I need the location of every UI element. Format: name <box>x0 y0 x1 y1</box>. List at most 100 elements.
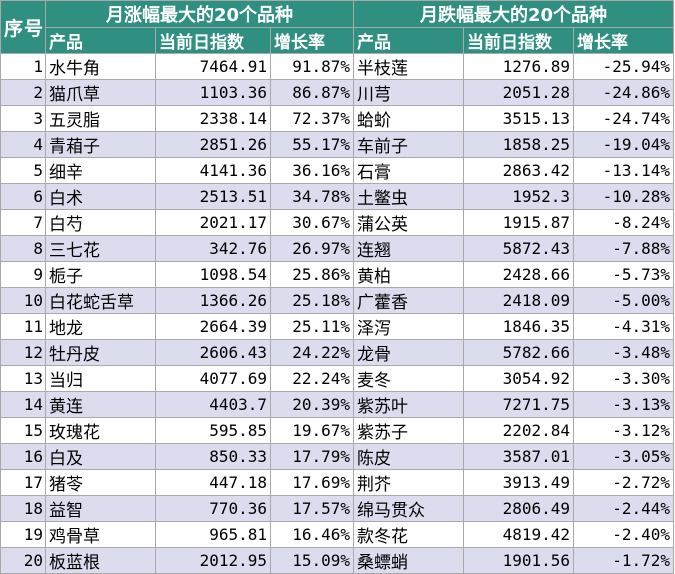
row-index: 12 <box>0 339 46 366</box>
rise-growth-rate: 36.16% <box>270 157 354 184</box>
row-index: 19 <box>0 521 46 548</box>
fall-product-name: 蛤蚧 <box>353 105 464 132</box>
rise-current-index: 4077.69 <box>155 365 271 392</box>
fall-product-name: 龙骨 <box>353 339 464 366</box>
rise-growth-rate: 55.17% <box>270 131 354 158</box>
row-index: 10 <box>0 287 46 314</box>
fall-current-index: 1846.35 <box>463 313 574 340</box>
fall-current-index: 3054.92 <box>463 365 574 392</box>
fall-growth-rate: -3.12% <box>573 417 674 444</box>
rise-current-index: 447.18 <box>155 469 271 496</box>
rise-product-name: 黄连 <box>45 391 156 418</box>
fall-current-index: 5872.43 <box>463 235 574 262</box>
table-row: 1 水牛角 7464.91 91.87% 半枝莲 1276.89 -25.94% <box>0 53 674 80</box>
rise-product-name: 水牛角 <box>45 53 156 80</box>
fall-product-name: 蒲公英 <box>353 209 464 236</box>
rise-growth-rate: 22.24% <box>270 365 354 392</box>
rise-current-index: 850.33 <box>155 443 271 470</box>
rise-growth-rate: 19.67% <box>270 417 354 444</box>
fall-current-index: 3515.13 <box>463 105 574 132</box>
row-index: 4 <box>0 131 46 158</box>
fall-product-name: 陈皮 <box>353 443 464 470</box>
fall-group-title: 月跌幅最大的20个品种 <box>353 0 674 28</box>
fall-product-name: 泽泻 <box>353 313 464 340</box>
rise-product-name: 当归 <box>45 365 156 392</box>
rise-product-name: 地龙 <box>45 313 156 340</box>
fall-col-product: 产品 <box>353 27 464 54</box>
fall-growth-rate: -7.88% <box>573 235 674 262</box>
rise-product-name: 鸡骨草 <box>45 521 156 548</box>
fall-current-index: 3587.01 <box>463 443 574 470</box>
fall-growth-rate: -2.72% <box>573 469 674 496</box>
rise-current-index: 2513.51 <box>155 183 271 210</box>
rise-product-name: 猪苓 <box>45 469 156 496</box>
table-row: 5 细辛 4141.36 36.16% 石膏 2863.42 -13.14% <box>0 157 674 184</box>
fall-product-name: 款冬花 <box>353 521 464 548</box>
fall-current-index: 1952.3 <box>463 183 574 210</box>
rise-current-index: 2021.17 <box>155 209 271 236</box>
rise-current-index: 595.85 <box>155 417 271 444</box>
fall-growth-rate: -24.74% <box>573 105 674 132</box>
table-row: 17 猪苓 447.18 17.69% 荆芥 3913.49 -2.72% <box>0 469 674 496</box>
fall-col-growth: 增长率 <box>573 27 674 54</box>
fall-growth-rate: -4.31% <box>573 313 674 340</box>
table-row: 11 地龙 2664.39 25.11% 泽泻 1846.35 -4.31% <box>0 313 674 340</box>
fall-current-index: 2202.84 <box>463 417 574 444</box>
row-index: 17 <box>0 469 46 496</box>
rise-product-name: 牡丹皮 <box>45 339 156 366</box>
table-row: 14 黄连 4403.7 20.39% 紫苏叶 7271.75 -3.13% <box>0 391 674 418</box>
rise-growth-rate: 72.37% <box>270 105 354 132</box>
rise-product-name: 细辛 <box>45 157 156 184</box>
fall-product-name: 车前子 <box>353 131 464 158</box>
row-index: 6 <box>0 183 46 210</box>
rise-growth-rate: 25.86% <box>270 261 354 288</box>
rise-current-index: 2606.43 <box>155 339 271 366</box>
fall-current-index: 2051.28 <box>463 79 574 106</box>
rise-growth-rate: 30.67% <box>270 209 354 236</box>
row-index: 11 <box>0 313 46 340</box>
fall-growth-rate: -5.73% <box>573 261 674 288</box>
rise-current-index: 1098.54 <box>155 261 271 288</box>
row-index: 2 <box>0 79 46 106</box>
rise-group-title: 月涨幅最大的20个品种 <box>45 0 354 28</box>
rise-current-index: 2851.26 <box>155 131 271 158</box>
row-index: 3 <box>0 105 46 132</box>
rise-growth-rate: 17.79% <box>270 443 354 470</box>
rise-col-growth: 增长率 <box>270 27 354 54</box>
rise-current-index: 2338.14 <box>155 105 271 132</box>
table-row: 12 牡丹皮 2606.43 24.22% 龙骨 5782.66 -3.48% <box>0 339 674 366</box>
fall-current-index: 7271.75 <box>463 391 574 418</box>
fall-current-index: 2428.66 <box>463 261 574 288</box>
fall-product-name: 土鳖虫 <box>353 183 464 210</box>
table-row: 4 青葙子 2851.26 55.17% 车前子 1858.25 -19.04% <box>0 131 674 158</box>
fall-current-index: 2806.49 <box>463 495 574 522</box>
fall-current-index: 2418.09 <box>463 287 574 314</box>
fall-growth-rate: -3.13% <box>573 391 674 418</box>
fall-growth-rate: -3.05% <box>573 443 674 470</box>
fall-current-index: 1858.25 <box>463 131 574 158</box>
rise-current-index: 4403.7 <box>155 391 271 418</box>
row-index: 15 <box>0 417 46 444</box>
rise-current-index: 4141.36 <box>155 157 271 184</box>
row-index: 13 <box>0 365 46 392</box>
table-row: 19 鸡骨草 965.81 16.46% 款冬花 4819.42 -2.40% <box>0 521 674 548</box>
fall-growth-rate: -8.24% <box>573 209 674 236</box>
rise-product-name: 三七花 <box>45 235 156 262</box>
fall-current-index: 1276.89 <box>463 53 574 80</box>
table-row: 9 栀子 1098.54 25.86% 黄柏 2428.66 -5.73% <box>0 261 674 288</box>
rise-current-index: 342.76 <box>155 235 271 262</box>
rise-growth-rate: 17.69% <box>270 469 354 496</box>
fall-growth-rate: -10.28% <box>573 183 674 210</box>
rise-growth-rate: 34.78% <box>270 183 354 210</box>
row-index: 7 <box>0 209 46 236</box>
fall-current-index: 2863.42 <box>463 157 574 184</box>
rise-product-name: 五灵脂 <box>45 105 156 132</box>
table-row: 15 玫瑰花 595.85 19.67% 紫苏子 2202.84 -3.12% <box>0 417 674 444</box>
fall-current-index: 5782.66 <box>463 339 574 366</box>
row-index: 18 <box>0 495 46 522</box>
rise-product-name: 猫爪草 <box>45 79 156 106</box>
fall-current-index: 3913.49 <box>463 469 574 496</box>
fall-growth-rate: -2.44% <box>573 495 674 522</box>
rise-growth-rate: 91.87% <box>270 53 354 80</box>
